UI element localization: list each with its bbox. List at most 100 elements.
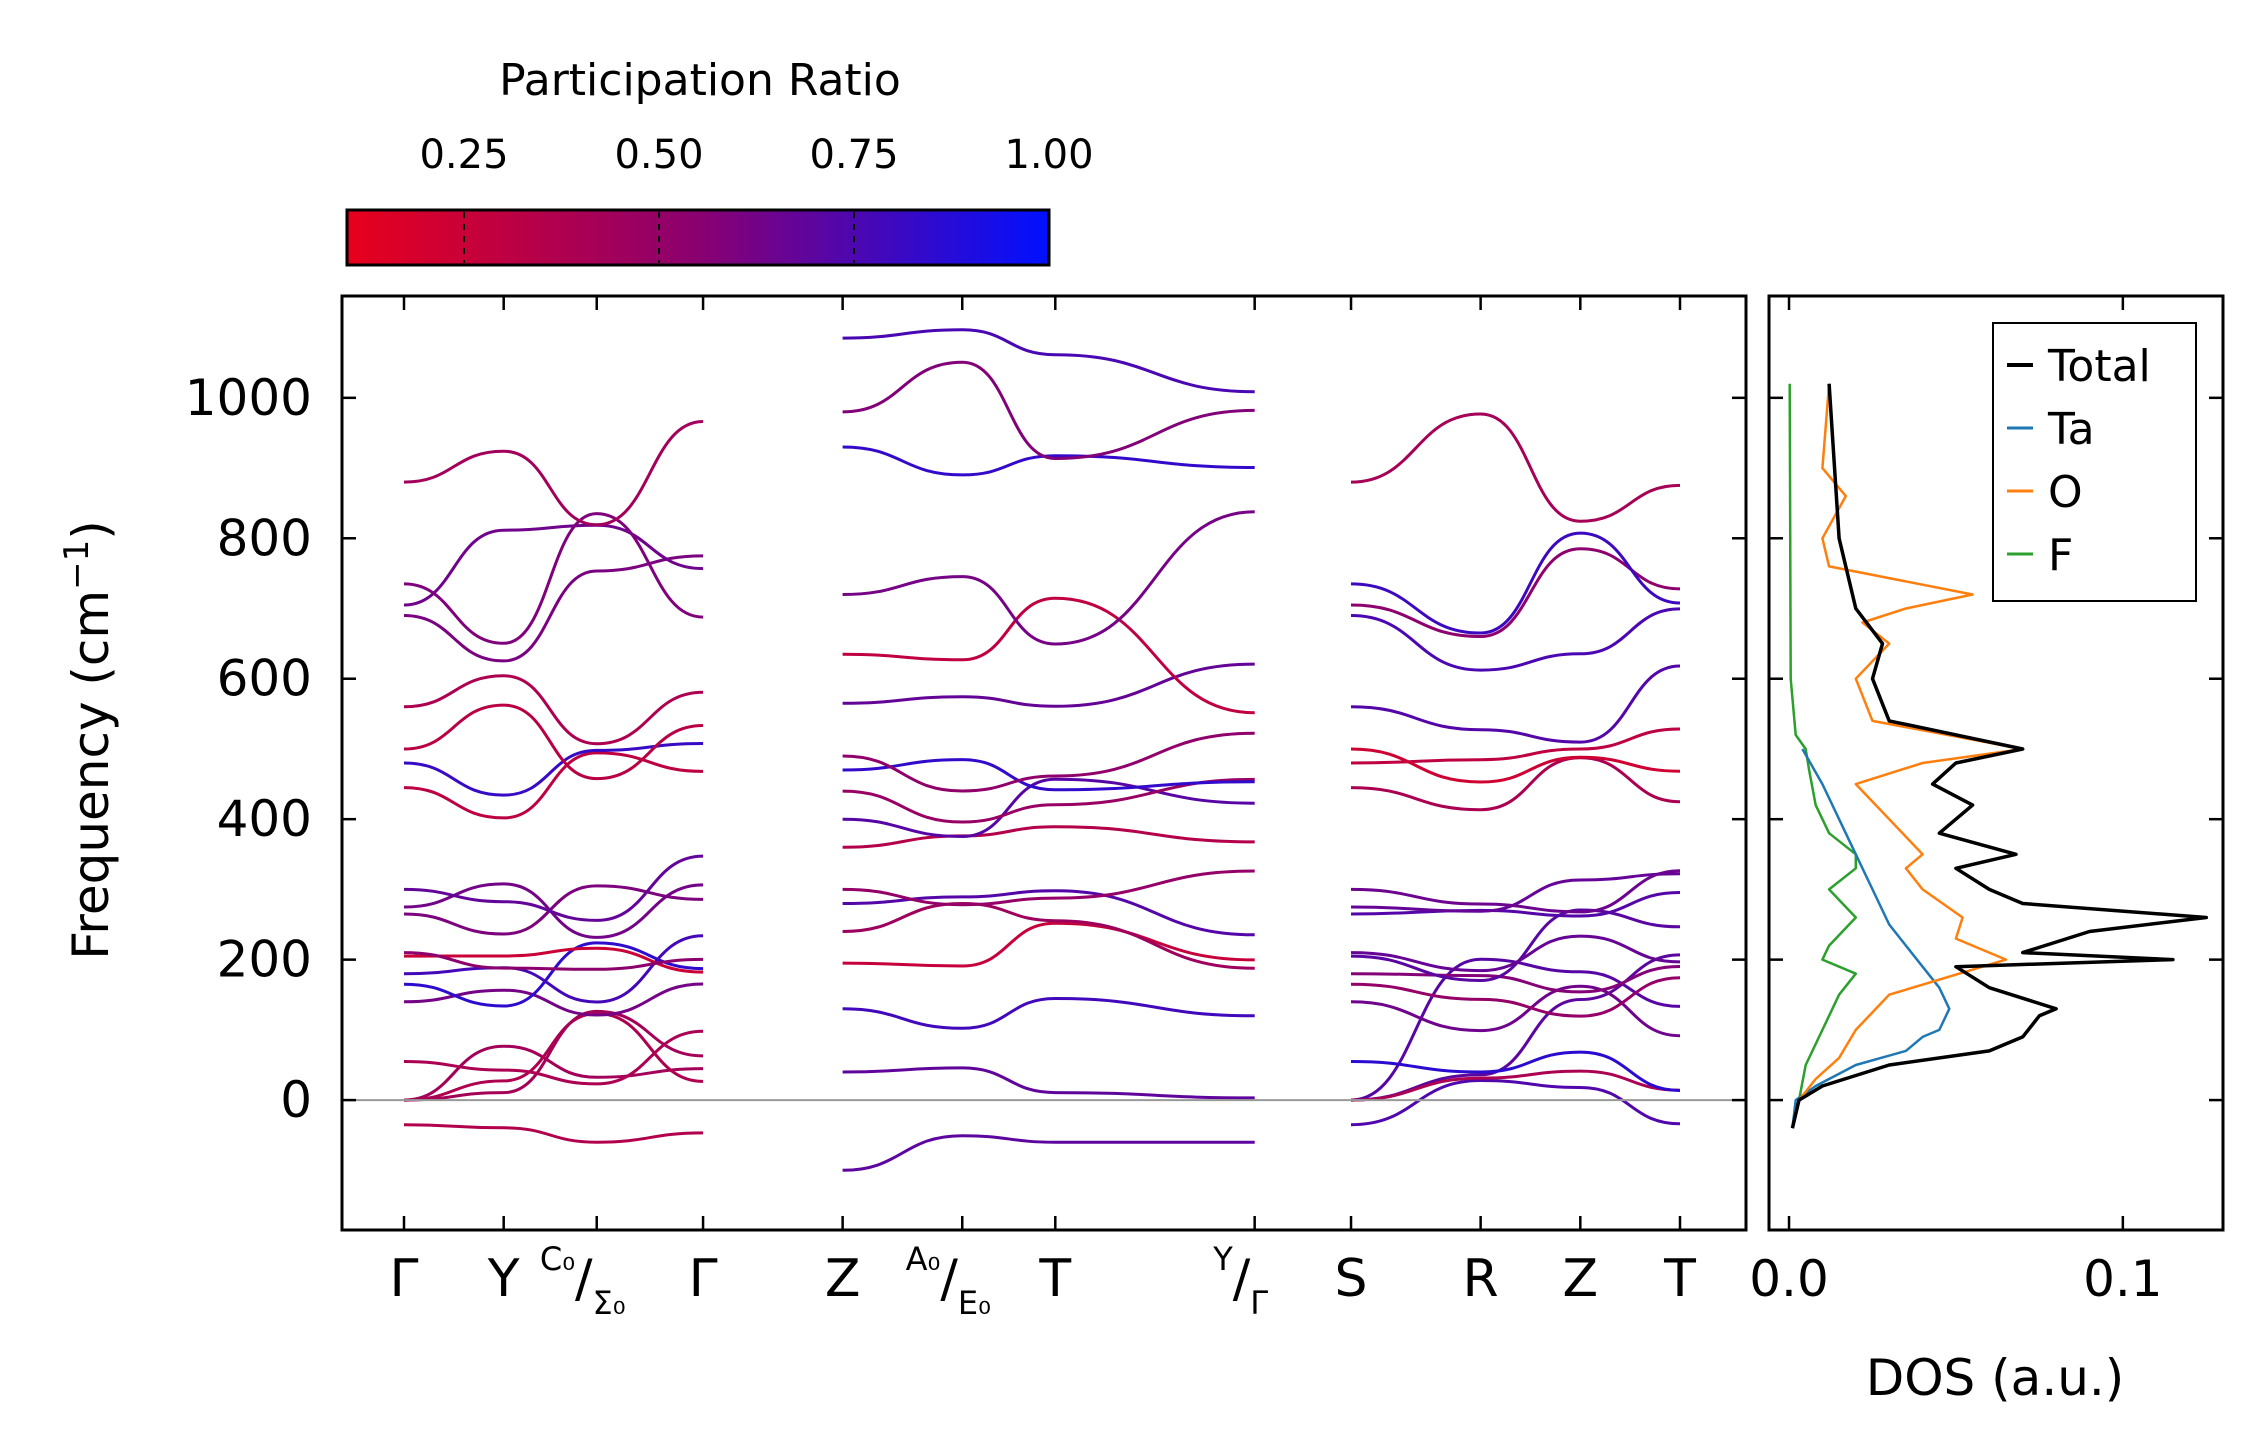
phonon-band xyxy=(842,596,1255,715)
k-point-label: S xyxy=(1335,1249,1368,1309)
phonon-band xyxy=(403,941,704,1008)
phonon-band xyxy=(842,328,1255,394)
dos-panel: 0.0 0.1 DOS (a.u.) Total Ta OF xyxy=(1749,294,2225,1407)
k-point-label: Z xyxy=(825,1249,861,1309)
k-point-label-split: Y/Γ xyxy=(1212,1240,1268,1322)
phonon-band xyxy=(403,742,704,797)
phonon-band xyxy=(842,921,1255,968)
k-point-label-split: A₀/E₀ xyxy=(906,1240,991,1322)
k-point-label: Γ xyxy=(689,1249,718,1309)
k-point-sup: C₀ xyxy=(540,1240,575,1278)
dos-axes-frame xyxy=(1767,294,2225,1232)
k-point-label: R xyxy=(1463,1249,1499,1309)
phonon-band xyxy=(1350,976,1681,1018)
phonon-band xyxy=(403,512,704,645)
legend-label: Ta xyxy=(2047,404,2095,455)
colorbar-tick-label: 1.00 xyxy=(1004,132,1093,178)
k-point-sub: Σ₀ xyxy=(593,1284,626,1322)
dos-series-total xyxy=(1790,383,2209,1129)
phonon-band xyxy=(842,1134,1255,1172)
colorbar-tick-label: 0.50 xyxy=(614,132,703,178)
phonon-band xyxy=(842,901,1255,970)
dos-legend: Total Ta OF xyxy=(1992,322,2197,602)
phonon-band xyxy=(403,1123,704,1144)
y-tick-label: 800 xyxy=(217,509,312,567)
phonon-band xyxy=(1350,664,1681,744)
phonon-band xyxy=(403,951,704,971)
phonon-band xyxy=(1350,953,1681,1102)
dos-x-ticks: 0.0 0.1 xyxy=(1749,296,2163,1308)
legend-label: O xyxy=(2048,467,2083,518)
dos-x-tick-label: 0.0 xyxy=(1749,1250,1829,1308)
k-point-sup: Y xyxy=(1212,1240,1233,1278)
phonon-band xyxy=(842,731,1255,793)
phonon-band xyxy=(1350,607,1681,672)
dos-y-ticks xyxy=(1769,396,2223,1102)
k-point-sub: E₀ xyxy=(958,1284,991,1322)
phonon-band xyxy=(1350,965,1681,994)
phonon-band xyxy=(1350,984,1681,1038)
y-axis-label-superscript: −1 xyxy=(57,540,97,590)
k-point-label: Γ xyxy=(390,1249,419,1309)
phonon-band xyxy=(1350,756,1681,812)
phonon-band xyxy=(842,510,1255,646)
k-point-sub: Γ xyxy=(1250,1284,1268,1322)
dos-x-axis-label: DOS (a.u.) xyxy=(1866,1349,2125,1407)
y-axis-label: Frequency (cm−1) xyxy=(57,520,120,960)
phonon-band xyxy=(403,946,704,974)
phonon-band xyxy=(1350,957,1681,1102)
legend-items: Total Ta OF xyxy=(2007,341,2151,581)
phonon-band xyxy=(1350,531,1681,635)
phonon-band xyxy=(842,360,1255,461)
dos-series-ta xyxy=(1791,748,1951,1129)
colorbar: Participation Ratio 0.25 0.50 0.75 1.00 xyxy=(345,55,1094,267)
y-axis-label-close: ) xyxy=(62,520,120,540)
y-axis-label-main: Frequency (cm xyxy=(62,590,120,960)
y-tick-label: 600 xyxy=(217,650,312,708)
phonon-band xyxy=(403,420,704,527)
k-point-label: Y xyxy=(487,1249,520,1309)
phonon-band xyxy=(1350,872,1681,913)
phonon-band xyxy=(403,1029,704,1086)
phonon-band xyxy=(1350,869,1681,914)
k-point-label: T xyxy=(1038,1249,1071,1309)
phonon-band xyxy=(842,825,1255,849)
phonon-band xyxy=(1350,934,1681,973)
dos-series-f xyxy=(1788,383,1858,1129)
phonon-band xyxy=(842,777,1255,824)
phonon-band xyxy=(842,889,1255,937)
phonon-band xyxy=(842,445,1255,477)
colorbar-tick-label: 0.75 xyxy=(809,132,898,178)
band-x-ticks: Γ Y C₀/Σ₀ Γ Z A₀/E₀ T Y/Γ S R Z T xyxy=(390,296,1696,1322)
phonon-band xyxy=(403,674,704,746)
phonon-band xyxy=(1350,908,1681,983)
phonon-band xyxy=(1350,891,1681,918)
dos-x-tick-label: 0.1 xyxy=(2083,1250,2163,1308)
k-point-slash: / xyxy=(575,1249,593,1309)
y-tick-label: 200 xyxy=(217,931,312,989)
phonon-band xyxy=(842,662,1255,708)
band-y-ticks: 0 200 400 600 800 1000 xyxy=(185,369,1746,1129)
dos-lines xyxy=(1788,383,2209,1129)
k-point-sup: A₀ xyxy=(906,1240,941,1278)
phonon-band xyxy=(403,1009,704,1102)
k-point-slash: / xyxy=(940,1249,958,1309)
phonon-band xyxy=(403,854,704,922)
phonon-band xyxy=(403,554,704,663)
y-tick-label: 1000 xyxy=(185,369,312,427)
phonon-band xyxy=(842,869,1255,907)
colorbar-title: Participation Ratio xyxy=(499,55,901,106)
k-point-label: Z xyxy=(1563,1249,1599,1309)
phonon-band xyxy=(1350,547,1681,639)
k-point-slash: / xyxy=(1233,1249,1251,1309)
phonon-band xyxy=(1350,1069,1681,1102)
band-axes-frame xyxy=(340,294,1748,1232)
legend-label: Total xyxy=(2047,341,2151,392)
band-lines xyxy=(403,328,1681,1172)
phonon-band xyxy=(1350,1050,1681,1092)
phonon-band xyxy=(842,996,1255,1030)
phonon-band xyxy=(1350,1078,1681,1127)
phonon-band xyxy=(403,1011,704,1102)
